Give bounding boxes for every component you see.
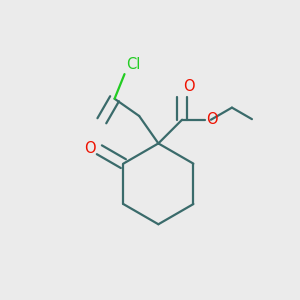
- Text: Cl: Cl: [126, 57, 140, 72]
- Text: O: O: [206, 112, 218, 127]
- Text: O: O: [183, 79, 195, 94]
- Text: O: O: [84, 141, 96, 156]
